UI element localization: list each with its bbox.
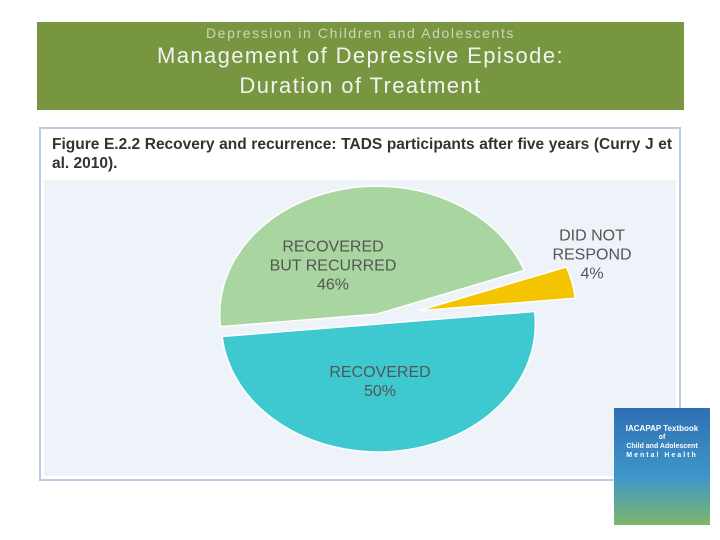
value-label: 4% [580, 265, 604, 283]
value-label: 46% [316, 276, 350, 294]
pie-slice [221, 310, 537, 453]
book-line: Child and Adolescent [626, 443, 698, 450]
book-line: IACAPAP Textbook [625, 424, 699, 433]
slice-label: DID NOT RESPOND 4% [537, 227, 647, 284]
book-cover: IACAPAP Textbook of Child and Adolescent… [614, 408, 710, 525]
pie-slice [219, 185, 526, 328]
category-label: RECOVERED BUT RECURRED [269, 238, 397, 275]
book-line: of [658, 434, 666, 441]
header: Depression in Children and Adolescents M… [37, 22, 684, 110]
value-label: 50% [363, 383, 397, 400]
slice-label: RECOVERED BUT RECURRED 46% [268, 238, 398, 295]
chart-title: Figure E.2.2 Recovery and recurrence: TA… [52, 136, 672, 172]
pie-slice [418, 266, 577, 312]
category-label: DID NOT RESPOND [552, 227, 632, 264]
category-label: RECOVERED [329, 364, 431, 381]
header-title: Duration of Treatment [239, 73, 482, 98]
header-subtitle: Depression in Children and Adolescents [205, 25, 516, 41]
slice-label: RECOVERED 50% [310, 363, 450, 401]
book-line: Mental Health [626, 452, 698, 459]
pie [219, 185, 577, 453]
header-title: Management of Depressive Episode: [157, 43, 564, 68]
